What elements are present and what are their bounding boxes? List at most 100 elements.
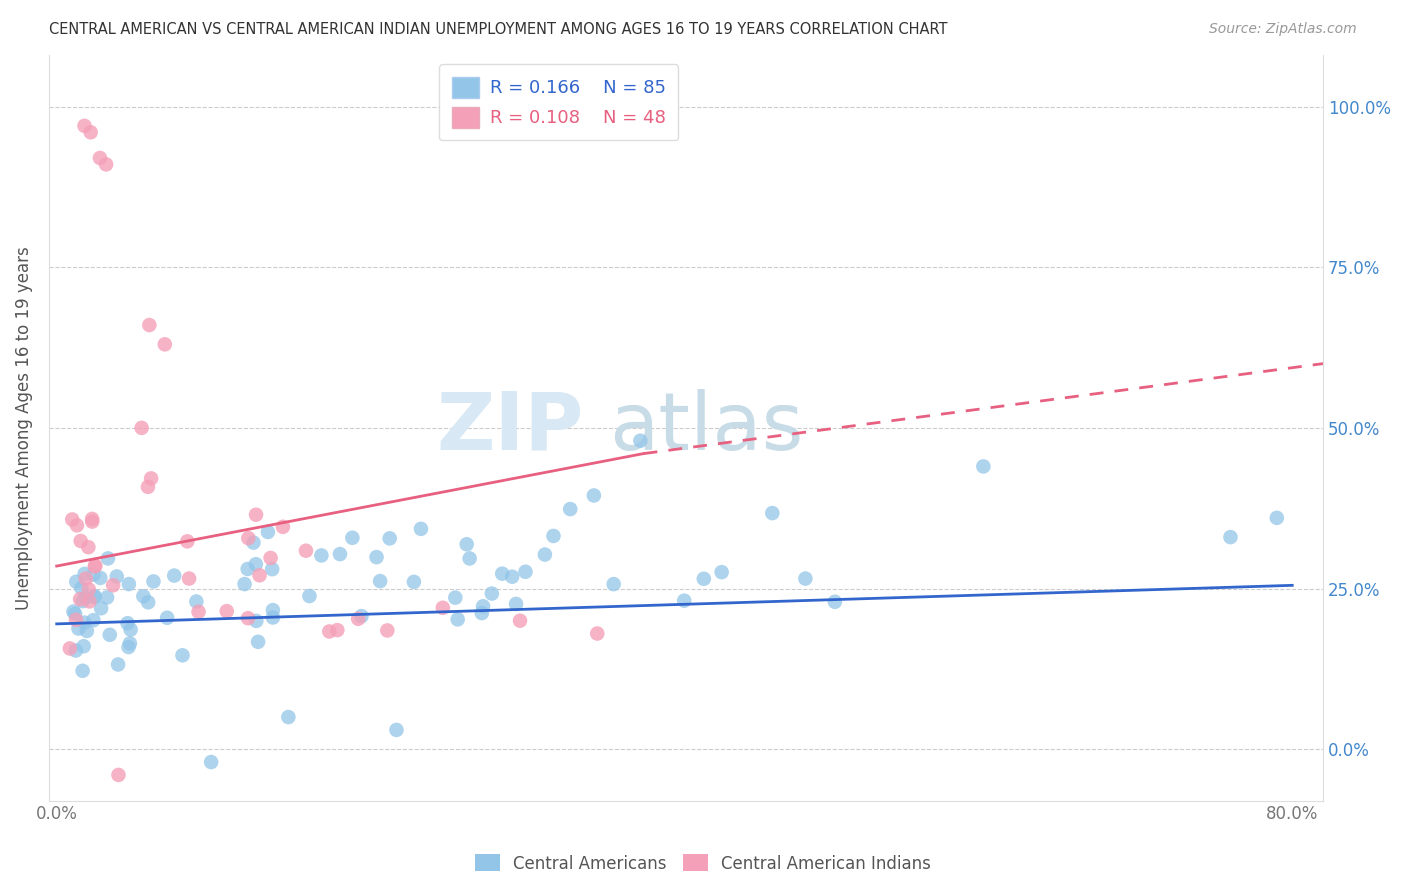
Point xyxy=(136,595,159,609)
Point xyxy=(350,609,373,624)
Point xyxy=(295,543,318,558)
Point xyxy=(83,559,105,574)
Point xyxy=(107,657,129,672)
Point xyxy=(1219,530,1241,544)
Point xyxy=(247,635,270,649)
Point xyxy=(200,755,222,769)
Point xyxy=(347,612,370,626)
Point xyxy=(236,562,259,576)
Point xyxy=(481,586,503,600)
Point xyxy=(117,616,139,631)
Point xyxy=(73,640,96,654)
Point xyxy=(59,641,82,656)
Point xyxy=(249,568,271,582)
Point xyxy=(262,603,284,617)
Point xyxy=(76,624,98,638)
Point xyxy=(245,558,267,572)
Point xyxy=(177,572,200,586)
Point xyxy=(245,508,267,522)
Point xyxy=(142,574,165,589)
Point xyxy=(215,604,238,618)
Point xyxy=(94,157,117,171)
Legend: R = 0.166    N = 85, R = 0.108    N = 48: R = 0.166 N = 85, R = 0.108 N = 48 xyxy=(439,64,678,140)
Point xyxy=(794,572,817,586)
Point xyxy=(298,589,321,603)
Point xyxy=(277,710,299,724)
Point xyxy=(136,480,159,494)
Point xyxy=(69,592,91,607)
Point xyxy=(63,607,86,621)
Point xyxy=(366,550,388,565)
Point xyxy=(75,572,97,586)
Point xyxy=(65,613,87,627)
Text: ZIP: ZIP xyxy=(437,389,583,467)
Point xyxy=(73,119,96,133)
Point xyxy=(83,590,105,604)
Y-axis label: Unemployment Among Ages 16 to 19 years: Unemployment Among Ages 16 to 19 years xyxy=(15,246,32,610)
Point xyxy=(73,615,96,630)
Point xyxy=(1265,511,1288,525)
Point xyxy=(84,558,107,573)
Point xyxy=(368,574,391,588)
Point xyxy=(472,599,495,614)
Point xyxy=(385,723,408,737)
Point xyxy=(90,601,112,615)
Point xyxy=(82,512,104,526)
Point xyxy=(409,522,432,536)
Point xyxy=(972,459,994,474)
Point xyxy=(153,337,176,351)
Point xyxy=(79,125,101,139)
Point xyxy=(62,605,84,619)
Point xyxy=(187,605,209,619)
Point xyxy=(77,582,100,597)
Point xyxy=(117,640,139,654)
Point xyxy=(72,664,94,678)
Point xyxy=(65,643,87,657)
Point xyxy=(326,623,349,637)
Point xyxy=(89,571,111,585)
Point xyxy=(375,624,398,638)
Point xyxy=(259,551,281,566)
Point xyxy=(444,591,467,605)
Point xyxy=(560,502,582,516)
Point xyxy=(118,636,141,650)
Point xyxy=(257,524,280,539)
Point xyxy=(534,548,557,562)
Point xyxy=(73,566,96,581)
Point xyxy=(120,623,142,637)
Point xyxy=(75,590,97,604)
Point xyxy=(176,534,198,549)
Point xyxy=(311,549,333,563)
Point xyxy=(163,568,186,582)
Point xyxy=(602,577,624,591)
Point xyxy=(72,594,94,608)
Point xyxy=(101,578,124,592)
Text: atlas: atlas xyxy=(610,389,804,467)
Point xyxy=(242,535,264,549)
Point xyxy=(761,506,783,520)
Point xyxy=(509,614,531,628)
Point xyxy=(186,594,208,608)
Point xyxy=(156,611,179,625)
Point xyxy=(83,589,105,603)
Point xyxy=(82,515,104,529)
Point xyxy=(82,567,104,582)
Point xyxy=(65,574,87,589)
Point xyxy=(245,614,267,628)
Point xyxy=(378,532,401,546)
Point xyxy=(586,626,609,640)
Point xyxy=(233,577,256,591)
Point xyxy=(118,577,141,591)
Point xyxy=(710,565,733,579)
Point xyxy=(131,421,153,435)
Point xyxy=(318,624,340,639)
Point xyxy=(329,547,352,561)
Point xyxy=(132,589,155,603)
Point xyxy=(97,551,120,566)
Point xyxy=(824,595,846,609)
Point xyxy=(342,531,364,545)
Point xyxy=(262,562,284,576)
Text: CENTRAL AMERICAN VS CENTRAL AMERICAN INDIAN UNEMPLOYMENT AMONG AGES 16 TO 19 YEA: CENTRAL AMERICAN VS CENTRAL AMERICAN IND… xyxy=(49,22,948,37)
Point xyxy=(693,572,716,586)
Point xyxy=(515,565,537,579)
